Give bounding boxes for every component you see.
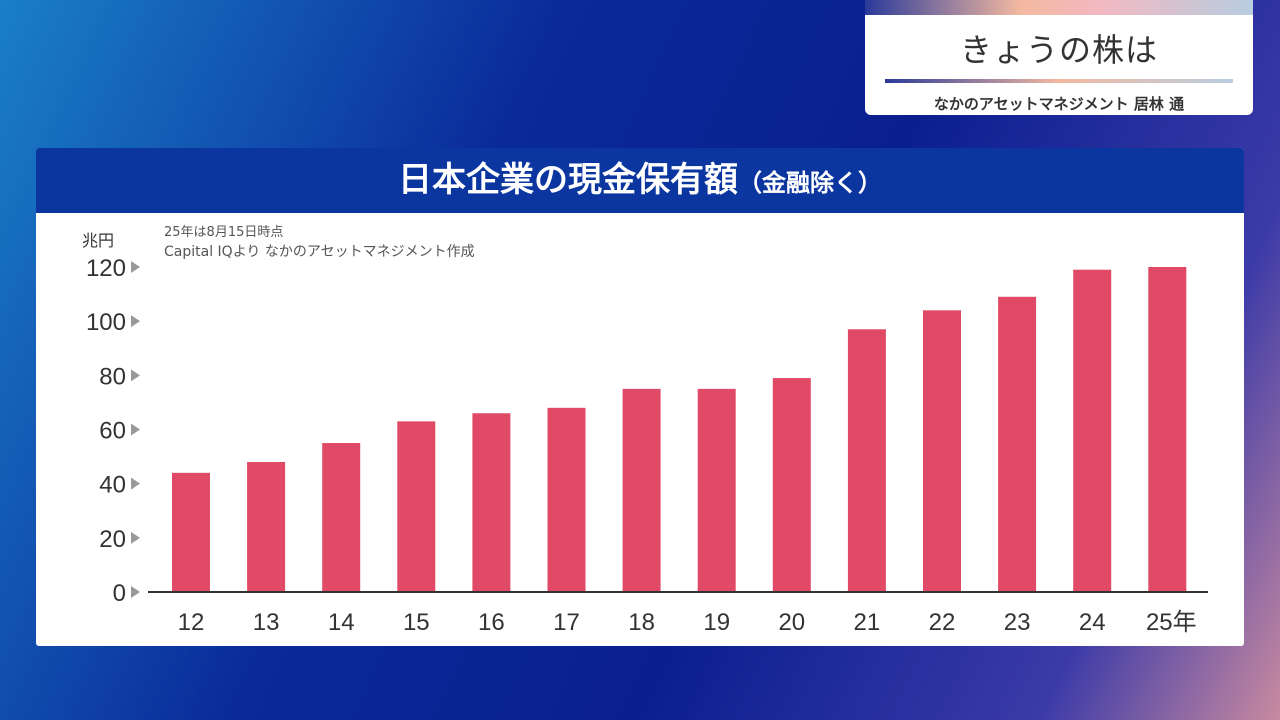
y-tick-marker xyxy=(131,261,140,273)
bar xyxy=(547,407,586,592)
x-tick-label: 19 xyxy=(703,609,730,636)
x-tick-label: 16 xyxy=(478,609,505,636)
chart-title: 日本企業の現金保有額（金融除く） xyxy=(36,148,1244,213)
y-axis-unit: 兆円 xyxy=(82,231,114,250)
x-tick-label: 24 xyxy=(1079,609,1106,636)
y-tick-label: 40 xyxy=(99,472,126,499)
x-tick-label: 18 xyxy=(628,609,655,636)
y-tick-label: 80 xyxy=(99,363,126,390)
y-tick-marker xyxy=(131,531,140,544)
x-tick-label: 22 xyxy=(929,609,956,636)
y-tick-marker xyxy=(131,369,140,382)
badge-gradient-strip xyxy=(865,0,1253,15)
y-tick-label: 120 xyxy=(86,255,126,282)
bar xyxy=(998,296,1037,592)
y-tick-marker xyxy=(131,477,140,490)
x-tick-label: 23 xyxy=(1004,609,1031,636)
x-tick-label: 21 xyxy=(854,609,881,636)
bar xyxy=(247,462,286,592)
bar-chart: 兆円 0 20 40 60 80 100 120 12 13 14 15 16 17 18 19 20 21 22 2… xyxy=(82,231,1208,636)
y-tick-label: 0 xyxy=(113,580,126,607)
chart-note-date: 25年は8月15日時点 xyxy=(164,225,284,240)
x-tick-label: 13 xyxy=(253,609,280,636)
chart-panel: 日本企業の現金保有額（金融除く） 25年は8月15日時点 Capital IQよ… xyxy=(36,148,1244,646)
y-tick-marker xyxy=(131,315,140,328)
bar xyxy=(622,388,661,592)
x-tick-label: 17 xyxy=(553,609,580,636)
bar xyxy=(772,378,811,592)
program-title: きょうの株は xyxy=(959,31,1158,69)
chart-title-main: 日本企業の現金保有額 xyxy=(398,160,738,200)
bar xyxy=(923,310,961,592)
bar xyxy=(397,421,436,592)
bar xyxy=(697,388,736,592)
bar xyxy=(472,413,511,592)
program-badge: きょうの株は なかのアセットマネジメント 居林 通 xyxy=(865,0,1253,115)
bar xyxy=(322,443,361,592)
y-tick-label: 20 xyxy=(99,526,126,553)
bar xyxy=(172,472,210,592)
chart-title-suffix: （金融除く） xyxy=(738,169,882,197)
x-tick-label: 12 xyxy=(178,609,205,636)
y-tick-label: 60 xyxy=(99,418,126,445)
bar xyxy=(1148,267,1187,592)
presenter-name: なかのアセットマネジメント 居林 通 xyxy=(933,95,1185,113)
x-tick-label: 15 xyxy=(403,609,430,636)
y-tick-marker xyxy=(131,586,140,598)
chart-note-source: Capital IQより なかのアセットマネジメント作成 xyxy=(164,244,475,260)
x-tick-label: 14 xyxy=(328,609,355,636)
y-tick-label: 100 xyxy=(86,309,126,336)
x-tick-label: 20 xyxy=(778,609,805,636)
bar xyxy=(1073,269,1112,592)
x-tick-label: 25年 xyxy=(1146,609,1197,636)
bar xyxy=(847,329,886,592)
badge-divider xyxy=(885,79,1233,83)
y-tick-marker xyxy=(131,423,140,436)
